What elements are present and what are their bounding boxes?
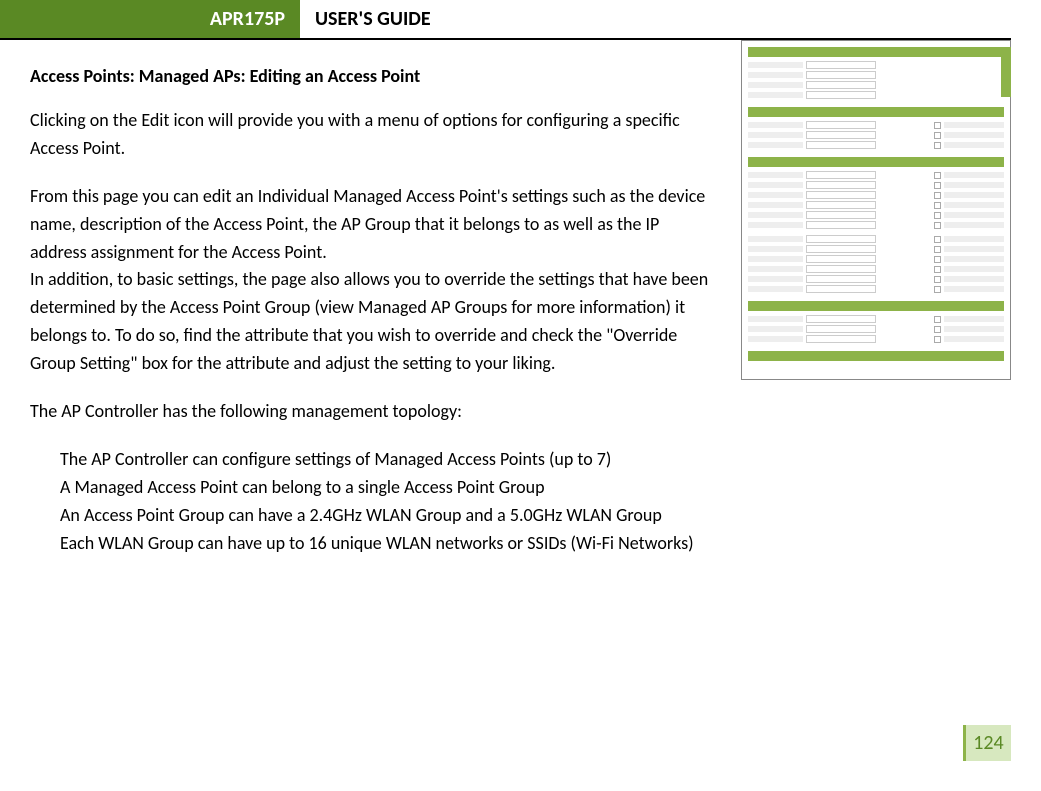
document-header: APR175P USER'S GUIDE	[0, 0, 1011, 40]
paragraph-3: In addition, to basic settings, the page…	[30, 266, 710, 378]
list-item: An Access Point Group can have a 2.4GHz …	[60, 502, 1011, 530]
model-label: APR175P	[0, 0, 300, 38]
page-content: Access Points: Managed APs: Editing an A…	[0, 40, 1041, 557]
list-item: The AP Controller can configure settings…	[60, 446, 1011, 474]
topology-list: The AP Controller can configure settings…	[60, 446, 1011, 558]
doc-title: USER'S GUIDE	[300, 7, 431, 31]
paragraph-4: The AP Controller has the following mana…	[30, 398, 1011, 426]
paragraph-2: From this page you can edit an Individua…	[30, 183, 710, 267]
paragraph-1: Clicking on the Edit icon will provide y…	[30, 107, 710, 163]
screenshot-thumbnail	[741, 40, 1011, 380]
list-item: Each WLAN Group can have up to 16 unique…	[60, 530, 1011, 558]
list-item: A Managed Access Point can belong to a s…	[60, 474, 1011, 502]
page-number: 124	[963, 725, 1011, 761]
